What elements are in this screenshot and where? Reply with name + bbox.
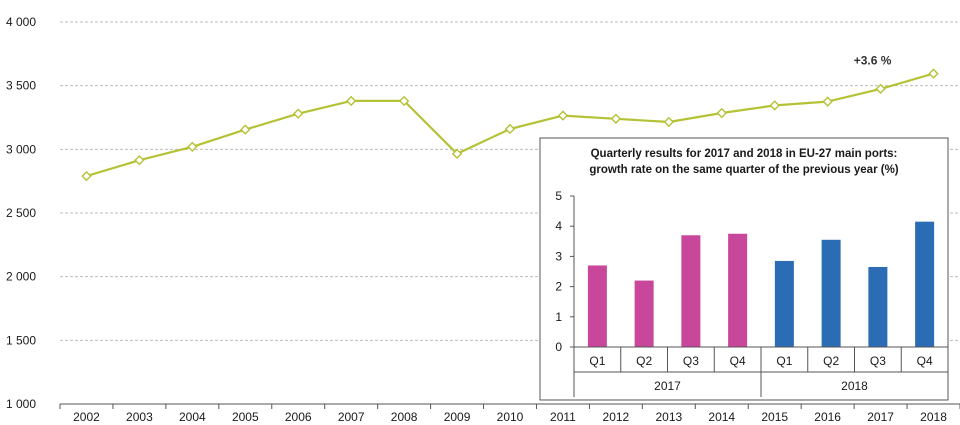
x-tick-label: 2015 bbox=[761, 410, 788, 424]
inset-category-label: Q3 bbox=[683, 354, 699, 368]
data-point bbox=[345, 95, 357, 107]
inset-y-tick-label: 3 bbox=[555, 249, 562, 263]
bar bbox=[681, 235, 701, 347]
data-point bbox=[716, 107, 727, 119]
data-point bbox=[769, 100, 780, 111]
data-point bbox=[398, 95, 410, 107]
inset-category-label: Q4 bbox=[917, 354, 933, 368]
inset-category-label: Q2 bbox=[636, 354, 652, 368]
x-tick-label: 2007 bbox=[338, 410, 365, 424]
x-tick-label: 2017 bbox=[867, 410, 894, 424]
x-tick-label: 2006 bbox=[285, 410, 312, 424]
x-tick-label: 2005 bbox=[232, 410, 259, 424]
inset-y-tick-label: 4 bbox=[555, 219, 562, 233]
x-tick-label: 2003 bbox=[126, 410, 153, 424]
x-tick-label: 2018 bbox=[920, 410, 947, 424]
data-point bbox=[663, 116, 675, 128]
data-point bbox=[134, 154, 145, 166]
x-tick-label: 2014 bbox=[708, 410, 735, 424]
x-tick-label: 2008 bbox=[391, 410, 418, 424]
x-tick-label: 2010 bbox=[497, 410, 524, 424]
bar bbox=[774, 260, 794, 347]
data-point bbox=[81, 170, 92, 182]
y-tick-label: 3 000 bbox=[6, 142, 36, 156]
line-series bbox=[81, 68, 939, 182]
inset-y-axis: 0 1 2 3 4 5 bbox=[555, 189, 575, 354]
data-point bbox=[822, 96, 833, 107]
inset-category-label: Q3 bbox=[870, 354, 886, 368]
data-point bbox=[610, 113, 622, 124]
x-tick-label: 2002 bbox=[73, 410, 100, 424]
y-tick-label: 4 000 bbox=[6, 15, 36, 29]
growth-annotation: +3.6 % bbox=[854, 54, 892, 68]
inset-category-label: Q2 bbox=[823, 354, 839, 368]
data-point bbox=[504, 123, 516, 135]
x-tick-label: 2004 bbox=[179, 410, 206, 424]
bar bbox=[728, 233, 748, 347]
inset-category-label: Q1 bbox=[776, 354, 792, 368]
data-point bbox=[451, 148, 463, 159]
bar bbox=[915, 221, 935, 347]
x-tick-label: 2009 bbox=[444, 410, 471, 424]
x-tick-label: 2012 bbox=[603, 410, 630, 424]
bar bbox=[587, 265, 607, 347]
inset-category-label: Q4 bbox=[730, 354, 746, 368]
y-tick-label: 2 000 bbox=[6, 270, 36, 284]
x-tick-label: 2013 bbox=[655, 410, 682, 424]
data-point bbox=[928, 68, 939, 79]
y-tick-label: 1 000 bbox=[6, 397, 36, 411]
bar bbox=[634, 280, 654, 347]
inset-group-label: 2017 bbox=[654, 379, 681, 393]
bar bbox=[821, 239, 841, 347]
data-point bbox=[293, 108, 304, 119]
data-point bbox=[875, 83, 886, 95]
inset-y-tick-label: 1 bbox=[555, 310, 562, 324]
bar bbox=[868, 266, 888, 347]
inset-chart: Quarterly results for 2017 and 2018 in E… bbox=[539, 137, 949, 401]
inset-title-line-2: growth rate on the same quarter of the p… bbox=[589, 164, 898, 176]
inset-group-label: 2018 bbox=[841, 379, 868, 393]
inset-y-tick-label: 2 bbox=[555, 280, 562, 294]
x-tick-label: 2011 bbox=[550, 410, 576, 424]
y-tick-label: 2 500 bbox=[6, 206, 36, 220]
y-tick-label: 1 500 bbox=[6, 333, 36, 347]
inset-category-label: Q1 bbox=[589, 354, 605, 368]
data-point bbox=[187, 141, 198, 152]
data-point bbox=[557, 110, 569, 121]
inset-bars bbox=[587, 221, 935, 347]
inset-y-tick-label: 5 bbox=[555, 189, 562, 203]
y-axis: 1 000 1 500 2 000 2 500 3 000 3 500 4 000 bbox=[6, 15, 36, 411]
x-axis: 2002 2003 2004 2005 2006 2007 2008 2009 2010 2011… bbox=[59, 403, 960, 424]
inset-x-axis: Q1 Q2 Q3 Q4 Q1 Q2 Q3 Q4 2017 2018 bbox=[573, 346, 949, 397]
x-tick-label: 2016 bbox=[814, 410, 841, 424]
inset-title-line-1: Quarterly results for 2017 and 2018 in E… bbox=[591, 148, 898, 160]
y-tick-label: 3 500 bbox=[6, 79, 36, 93]
inset-y-tick-label: 0 bbox=[555, 340, 562, 354]
data-point bbox=[240, 124, 251, 135]
